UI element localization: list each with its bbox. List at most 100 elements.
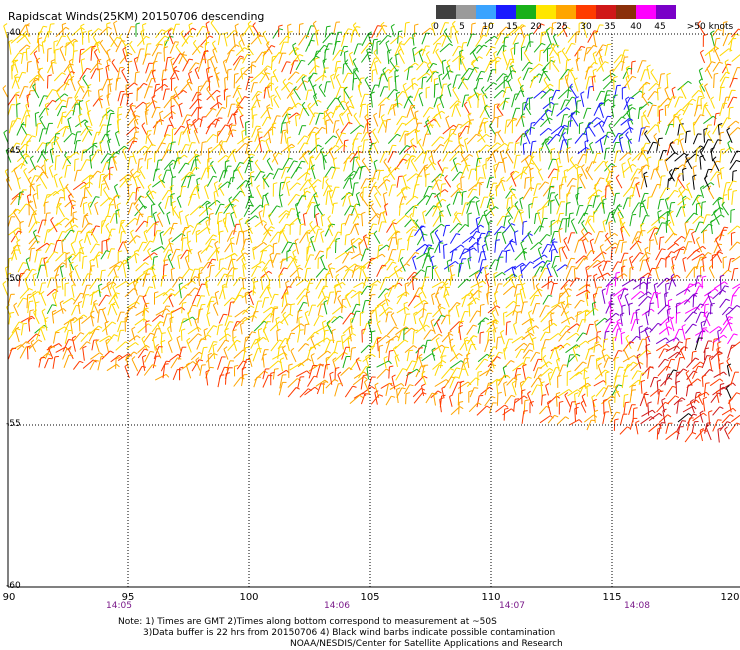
wind-barb <box>170 59 175 73</box>
wind-barb <box>172 208 180 219</box>
wind-barb <box>569 86 577 98</box>
wind-barb-feather <box>296 182 301 186</box>
wind-barb <box>506 209 514 219</box>
wind-barb <box>557 89 569 100</box>
wind-barb <box>130 232 136 244</box>
wind-barb-feather <box>525 103 529 107</box>
wind-barb <box>728 107 731 120</box>
wind-barb <box>256 187 263 200</box>
wind-barb <box>242 153 252 165</box>
wind-barb-feather <box>723 21 728 23</box>
wind-barb <box>616 206 624 218</box>
wind-barb <box>290 54 300 66</box>
wind-barb <box>729 78 735 88</box>
wind-barb <box>466 33 473 47</box>
wind-barb-feather <box>736 150 740 153</box>
wind-barb-feather <box>412 229 417 231</box>
wind-barb-feather <box>241 287 246 290</box>
wind-barb <box>539 218 545 232</box>
wind-barb-feather <box>551 238 556 242</box>
wind-barb <box>423 166 426 178</box>
wind-barb-feather <box>280 181 285 184</box>
wind-barb-feather <box>310 39 315 42</box>
wind-barb <box>452 159 459 172</box>
wind-barb <box>115 40 122 53</box>
wind-barb <box>467 120 471 134</box>
wind-barb-feather <box>399 43 405 45</box>
wind-barb <box>613 116 623 127</box>
wind-barb-feather <box>423 233 428 236</box>
wind-barb <box>665 124 670 136</box>
wind-barb <box>350 240 355 254</box>
wind-barb <box>388 184 393 197</box>
wind-barb-feather <box>97 58 102 62</box>
wind-barb-feather <box>96 254 101 258</box>
wind-barb <box>548 44 556 57</box>
wind-barb-feather <box>208 75 213 78</box>
wind-barb <box>540 109 549 119</box>
wind-barb-feather <box>254 280 259 283</box>
wind-barb <box>162 27 172 35</box>
wind-barb <box>194 69 200 80</box>
wind-barb-feather <box>593 31 598 34</box>
wind-barb <box>546 265 552 277</box>
wind-barb <box>55 251 65 262</box>
wind-barb-feather <box>264 68 268 72</box>
wind-barb <box>133 295 140 308</box>
wind-barb-feather <box>75 151 80 155</box>
wind-barb-feather <box>414 62 419 66</box>
wind-barb-feather <box>133 279 137 283</box>
wind-barb <box>405 226 415 234</box>
wind-barb <box>679 120 687 134</box>
wind-barb-feather <box>140 29 145 33</box>
wind-barb-feather <box>429 107 434 110</box>
wind-barb <box>514 143 516 155</box>
wind-barb-feather <box>79 247 84 250</box>
wind-barb <box>692 215 701 225</box>
wind-barb <box>394 158 404 171</box>
wind-barb-feather <box>435 48 439 52</box>
wind-barb <box>136 145 145 154</box>
wind-barb <box>578 283 588 291</box>
wind-barb-feather <box>459 56 464 59</box>
wind-barb-feather <box>586 284 591 287</box>
wind-barb <box>415 131 418 145</box>
wind-barb <box>254 300 259 315</box>
wind-barb <box>446 67 450 80</box>
wind-barb <box>315 267 325 278</box>
wind-barb-feather <box>242 277 247 280</box>
wind-barb <box>192 42 201 54</box>
wind-barb <box>127 202 133 215</box>
wind-barb-feather <box>625 96 630 100</box>
wind-barb <box>704 124 709 136</box>
wind-barb <box>373 233 381 244</box>
wind-barb <box>204 282 210 297</box>
wind-barb-feather <box>686 182 691 186</box>
wind-barb <box>377 212 382 225</box>
wind-barb <box>713 243 719 254</box>
wind-barb-feather <box>89 175 94 177</box>
wind-barb-feather <box>83 201 88 205</box>
wind-barb-feather <box>65 252 70 255</box>
wind-barb <box>289 304 292 316</box>
wind-barb-feather <box>704 83 708 87</box>
wind-barb-feather <box>50 59 56 62</box>
wind-barb <box>589 144 594 155</box>
wind-barb <box>487 142 498 152</box>
wind-barb <box>171 233 183 243</box>
wind-barb-feather <box>129 40 133 45</box>
wind-barb <box>325 111 334 124</box>
wind-barb-feather <box>127 173 132 177</box>
wind-barb <box>386 261 393 271</box>
wind-barb-feather <box>213 302 217 306</box>
wind-barb <box>74 86 81 99</box>
wind-barb <box>352 213 359 224</box>
wind-barb <box>406 105 412 118</box>
wind-barb <box>538 148 541 162</box>
wind-barb <box>592 260 605 268</box>
wind-barb <box>18 273 21 287</box>
wind-barb-feather <box>396 133 401 137</box>
wind-barb-feather <box>574 267 579 270</box>
wind-barb <box>623 76 633 88</box>
wind-barb-feather <box>316 225 321 229</box>
